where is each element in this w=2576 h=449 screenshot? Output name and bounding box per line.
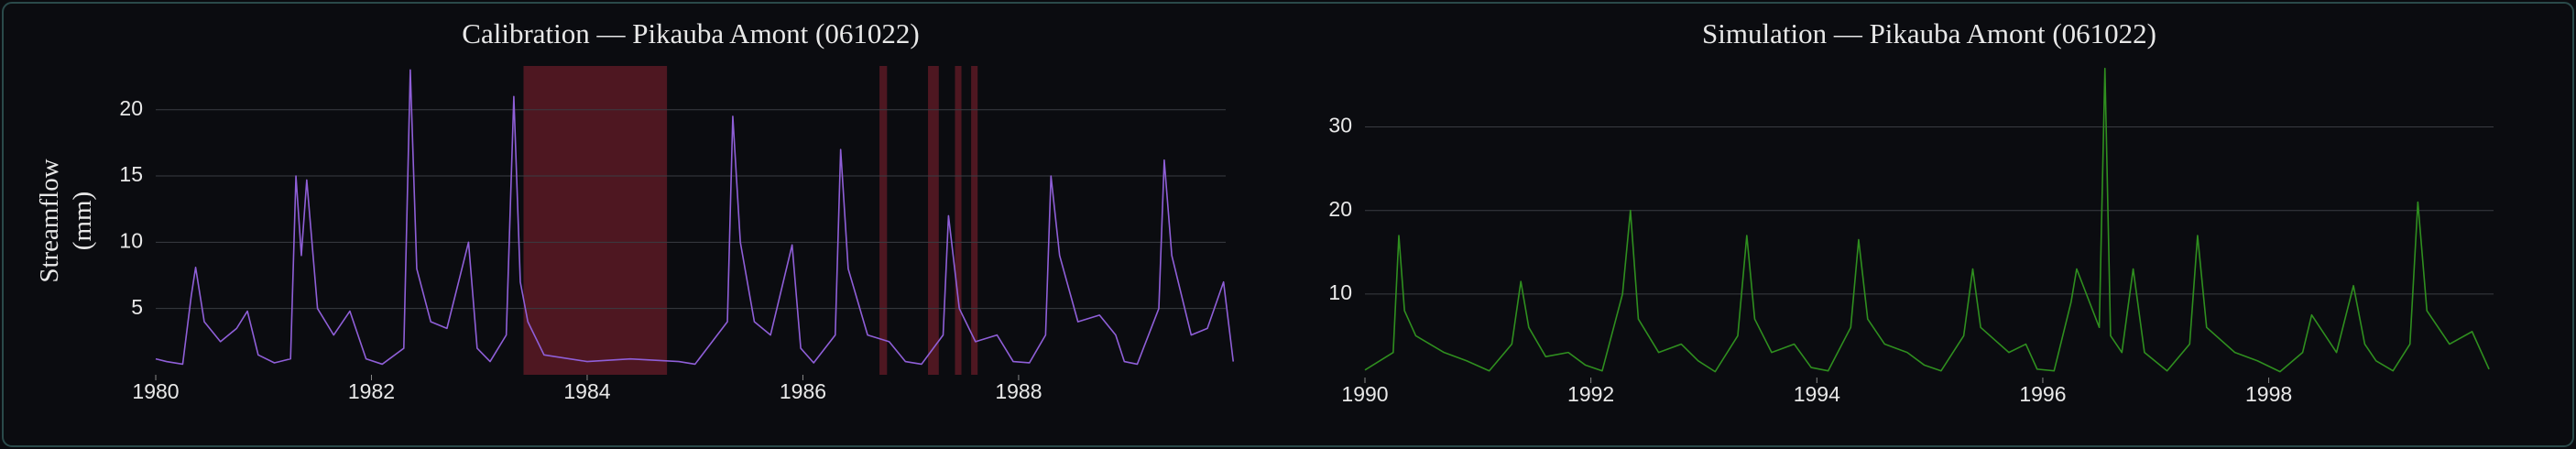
- x-tick-label: 1998: [2245, 382, 2292, 406]
- y-tick-label: 15: [119, 162, 143, 186]
- streamflow-line: [155, 69, 1235, 366]
- streamflow-line: [1364, 67, 2490, 373]
- highlight-period: [955, 66, 962, 375]
- highlight-period: [971, 66, 978, 375]
- chart-title: Calibration — Pikauba Amont (061022): [462, 17, 919, 49]
- y-tick-label: 20: [119, 96, 143, 120]
- x-tick-label: 1996: [2019, 382, 2066, 406]
- x-tick-label: 1990: [1341, 382, 1388, 406]
- x-tick-label: 1980: [132, 379, 179, 403]
- y-tick-label: 10: [1328, 280, 1352, 304]
- y-tick-label: 10: [119, 228, 143, 252]
- y-axis-label: Streamflow (mm): [35, 159, 97, 283]
- x-tick-label: 1982: [348, 379, 395, 403]
- highlight-period: [928, 66, 939, 375]
- x-tick-label: 1992: [1567, 382, 1614, 406]
- x-tick-label: 1986: [780, 379, 826, 403]
- highlight-period: [523, 66, 668, 375]
- y-tick-label: 5: [131, 295, 143, 319]
- x-tick-label: 1994: [1794, 382, 1840, 406]
- x-tick-label: 1984: [563, 379, 610, 403]
- highlight-period: [879, 66, 888, 375]
- y-tick-label: 30: [1328, 114, 1352, 137]
- chart-title: Simulation — Pikauba Amont (061022): [1702, 17, 2156, 49]
- x-tick-label: 1988: [995, 379, 1042, 403]
- y-tick-label: 20: [1328, 197, 1352, 221]
